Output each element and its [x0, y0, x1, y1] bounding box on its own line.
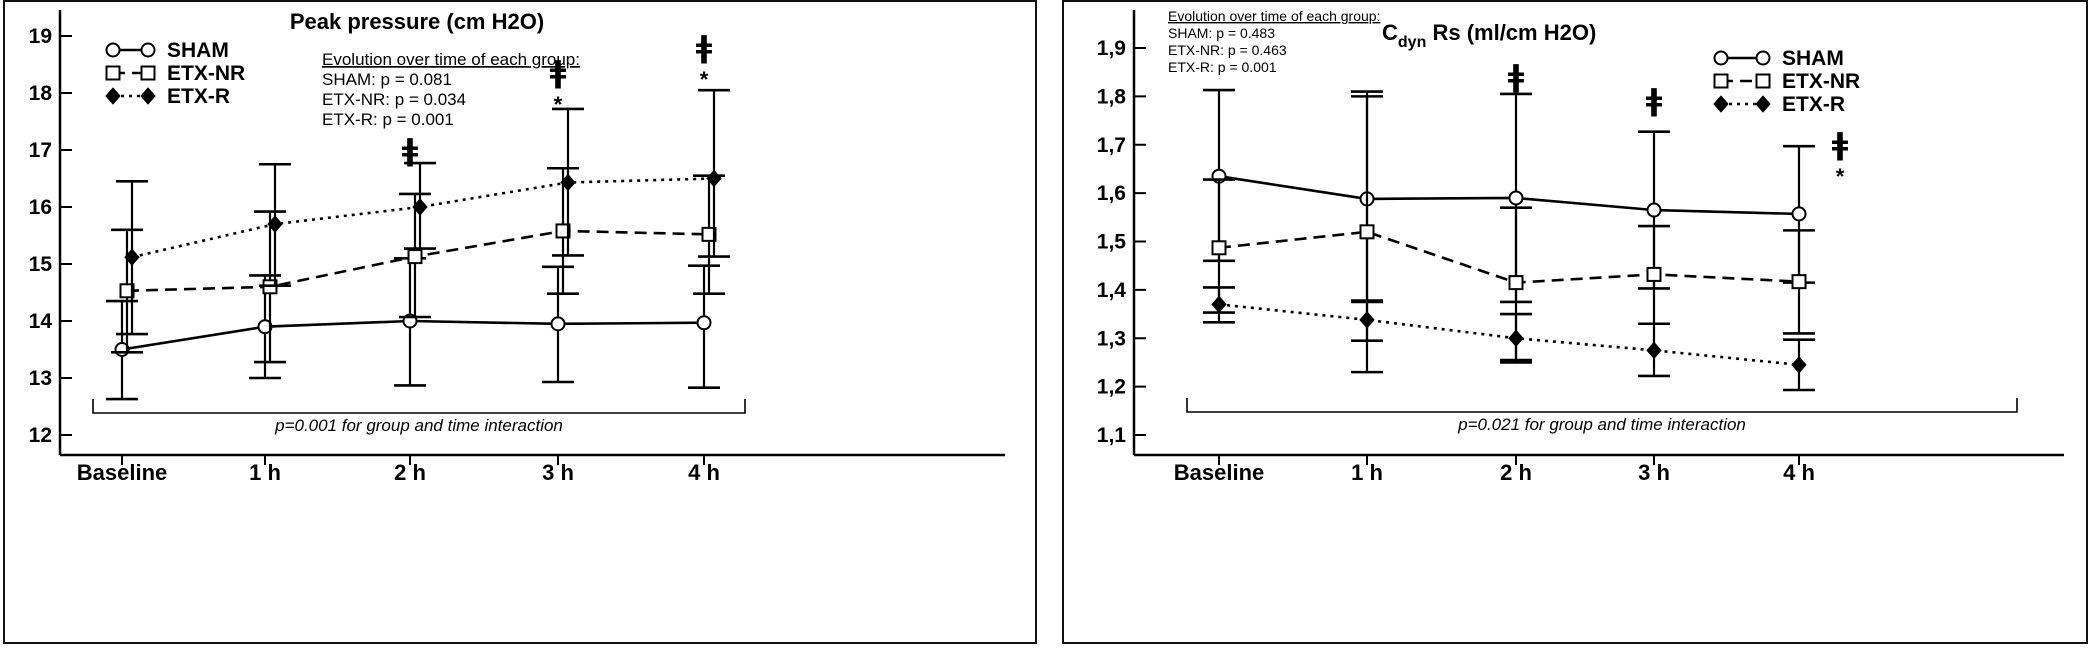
y-tick-label: 18 [29, 82, 53, 105]
data-point [1211, 295, 1227, 314]
data-point [1791, 356, 1807, 374]
y-tick-label: 1,6 [1097, 182, 1126, 205]
stats-line: ETX-NR: p = 0.034 [322, 90, 466, 109]
interaction-bracket [1186, 398, 2018, 413]
data-point [124, 248, 140, 266]
x-tick-label: 1 h [249, 460, 281, 485]
x-tick-label: Baseline [1174, 460, 1265, 485]
series-line [131, 177, 715, 259]
x-tick-label: 4 h [1783, 460, 1815, 485]
peak-pressure-chart: Peak pressure (cm H2O) 12 13 14 15 16 17 18 19 Ba… [29, 9, 1005, 485]
significance-mark: ǂ [1832, 127, 1849, 162]
series-line [1218, 230, 1800, 284]
chart-title: Peak pressure (cm H2O) [290, 9, 544, 34]
data-point [1508, 275, 1524, 291]
data-point [1508, 329, 1524, 348]
significance-mark: ǂ [696, 30, 713, 65]
y-tick-label: 16 [29, 196, 52, 219]
legend-label: ETX-NR [1782, 70, 1860, 93]
stats-heading: Evolution over time of each group: [322, 50, 580, 69]
x-tick-label: 3 h [542, 460, 574, 485]
y-tick-label: 12 [29, 424, 52, 447]
y-tick-label: 1,2 [1097, 376, 1126, 399]
y-tick-label: 1,5 [1097, 231, 1127, 254]
data-point [706, 169, 722, 188]
legend-label: SHAM [167, 39, 229, 62]
legend-marker [105, 42, 121, 58]
significance-mark: ǂ [1646, 83, 1663, 118]
x-tick-label: Baseline [77, 460, 168, 485]
y-tick-label: 1,8 [1097, 85, 1127, 108]
y-tick-label: 17 [29, 139, 52, 162]
legend-marker [1755, 50, 1771, 66]
interaction-text: p=0.001 for group and time interaction [274, 416, 563, 435]
stats-line: ETX-NR: p = 0.463 [1168, 42, 1287, 58]
data-point [407, 249, 423, 265]
x-tick-label: 3 h [1638, 460, 1670, 485]
significance-mark: ǂ [402, 133, 419, 168]
data-point [1646, 202, 1662, 218]
x-tick-label: 1 h [1351, 460, 1383, 485]
legend-label: SHAM [1782, 47, 1844, 70]
data-point [1646, 266, 1662, 282]
legend-label: ETX-NR [167, 62, 245, 85]
x-tick-label: 2 h [1500, 460, 1532, 485]
data-point [555, 223, 571, 239]
y-tick-label: 15 [29, 253, 53, 276]
data-point [1359, 311, 1375, 329]
data-point [1359, 224, 1375, 240]
y-tick-label: 14 [29, 310, 53, 333]
legend-label: ETX-R [167, 85, 230, 108]
legend-marker [1713, 73, 1729, 89]
stats-line: ETX-R: p = 0.001 [1168, 59, 1277, 75]
legend-marker [140, 87, 156, 105]
y-tick-label: 1,9 [1097, 37, 1126, 60]
data-point [1646, 341, 1662, 360]
data-point [1791, 274, 1807, 290]
cdyn-rs-panel: Cdyn Rs (ml/cm H2O) 1,1 1,2 1,3 1,4 1,5 1,6 1,7… [1062, 0, 2088, 644]
data-point [560, 173, 576, 192]
significance-star: * [700, 67, 709, 92]
data-point [1791, 206, 1807, 222]
data-point [119, 283, 135, 299]
y-tick-label: 1,3 [1097, 327, 1126, 350]
legend-marker [140, 65, 156, 81]
legend-marker [1755, 95, 1771, 113]
stats-line: ETX-R: p = 0.001 [322, 110, 454, 129]
data-point [412, 198, 428, 216]
y-tick-label: 1,4 [1097, 279, 1127, 302]
legend-marker [1713, 95, 1729, 113]
chart-title: Cdyn Rs (ml/cm H2O) [1382, 20, 1596, 51]
stats-line: SHAM: p = 0.483 [1168, 25, 1275, 41]
data-point [1211, 240, 1227, 256]
y-tick-label: 1,7 [1097, 134, 1126, 157]
data-point [550, 316, 566, 332]
significance-star: * [554, 92, 563, 117]
legend-label: ETX-R [1782, 93, 1845, 116]
x-tick-label: 2 h [394, 460, 426, 485]
significance-mark: ǂ [550, 55, 567, 90]
data-point [701, 226, 717, 242]
data-point [257, 319, 273, 335]
stats-heading: Evolution over time of each group: [1168, 8, 1380, 24]
y-tick-label: 19 [29, 25, 52, 48]
interaction-bracket [92, 399, 746, 414]
data-point [1508, 190, 1524, 206]
cdyn-rs-chart: Cdyn Rs (ml/cm H2O) 1,1 1,2 1,3 1,4 1,5 1,6 1,7… [1097, 8, 2064, 485]
x-tick-label: 4 h [688, 460, 720, 485]
legend-marker [105, 87, 121, 105]
y-tick-label: 13 [29, 367, 52, 390]
y-tick-label: 1,1 [1097, 424, 1127, 447]
data-point [696, 315, 712, 331]
legend-marker [140, 42, 156, 58]
legend-marker [105, 65, 121, 81]
legend-marker [1755, 73, 1771, 89]
significance-mark: ǂ [1508, 59, 1525, 94]
interaction-text: p=0.021 for group and time interaction [1457, 415, 1746, 434]
data-point [267, 215, 283, 233]
legend-marker [1713, 50, 1729, 66]
stats-line: SHAM: p = 0.081 [322, 70, 452, 89]
peak-pressure-panel: Peak pressure (cm H2O) 12 13 14 15 16 17 18 19 Ba… [3, 0, 1037, 644]
significance-star: * [1836, 164, 1845, 189]
